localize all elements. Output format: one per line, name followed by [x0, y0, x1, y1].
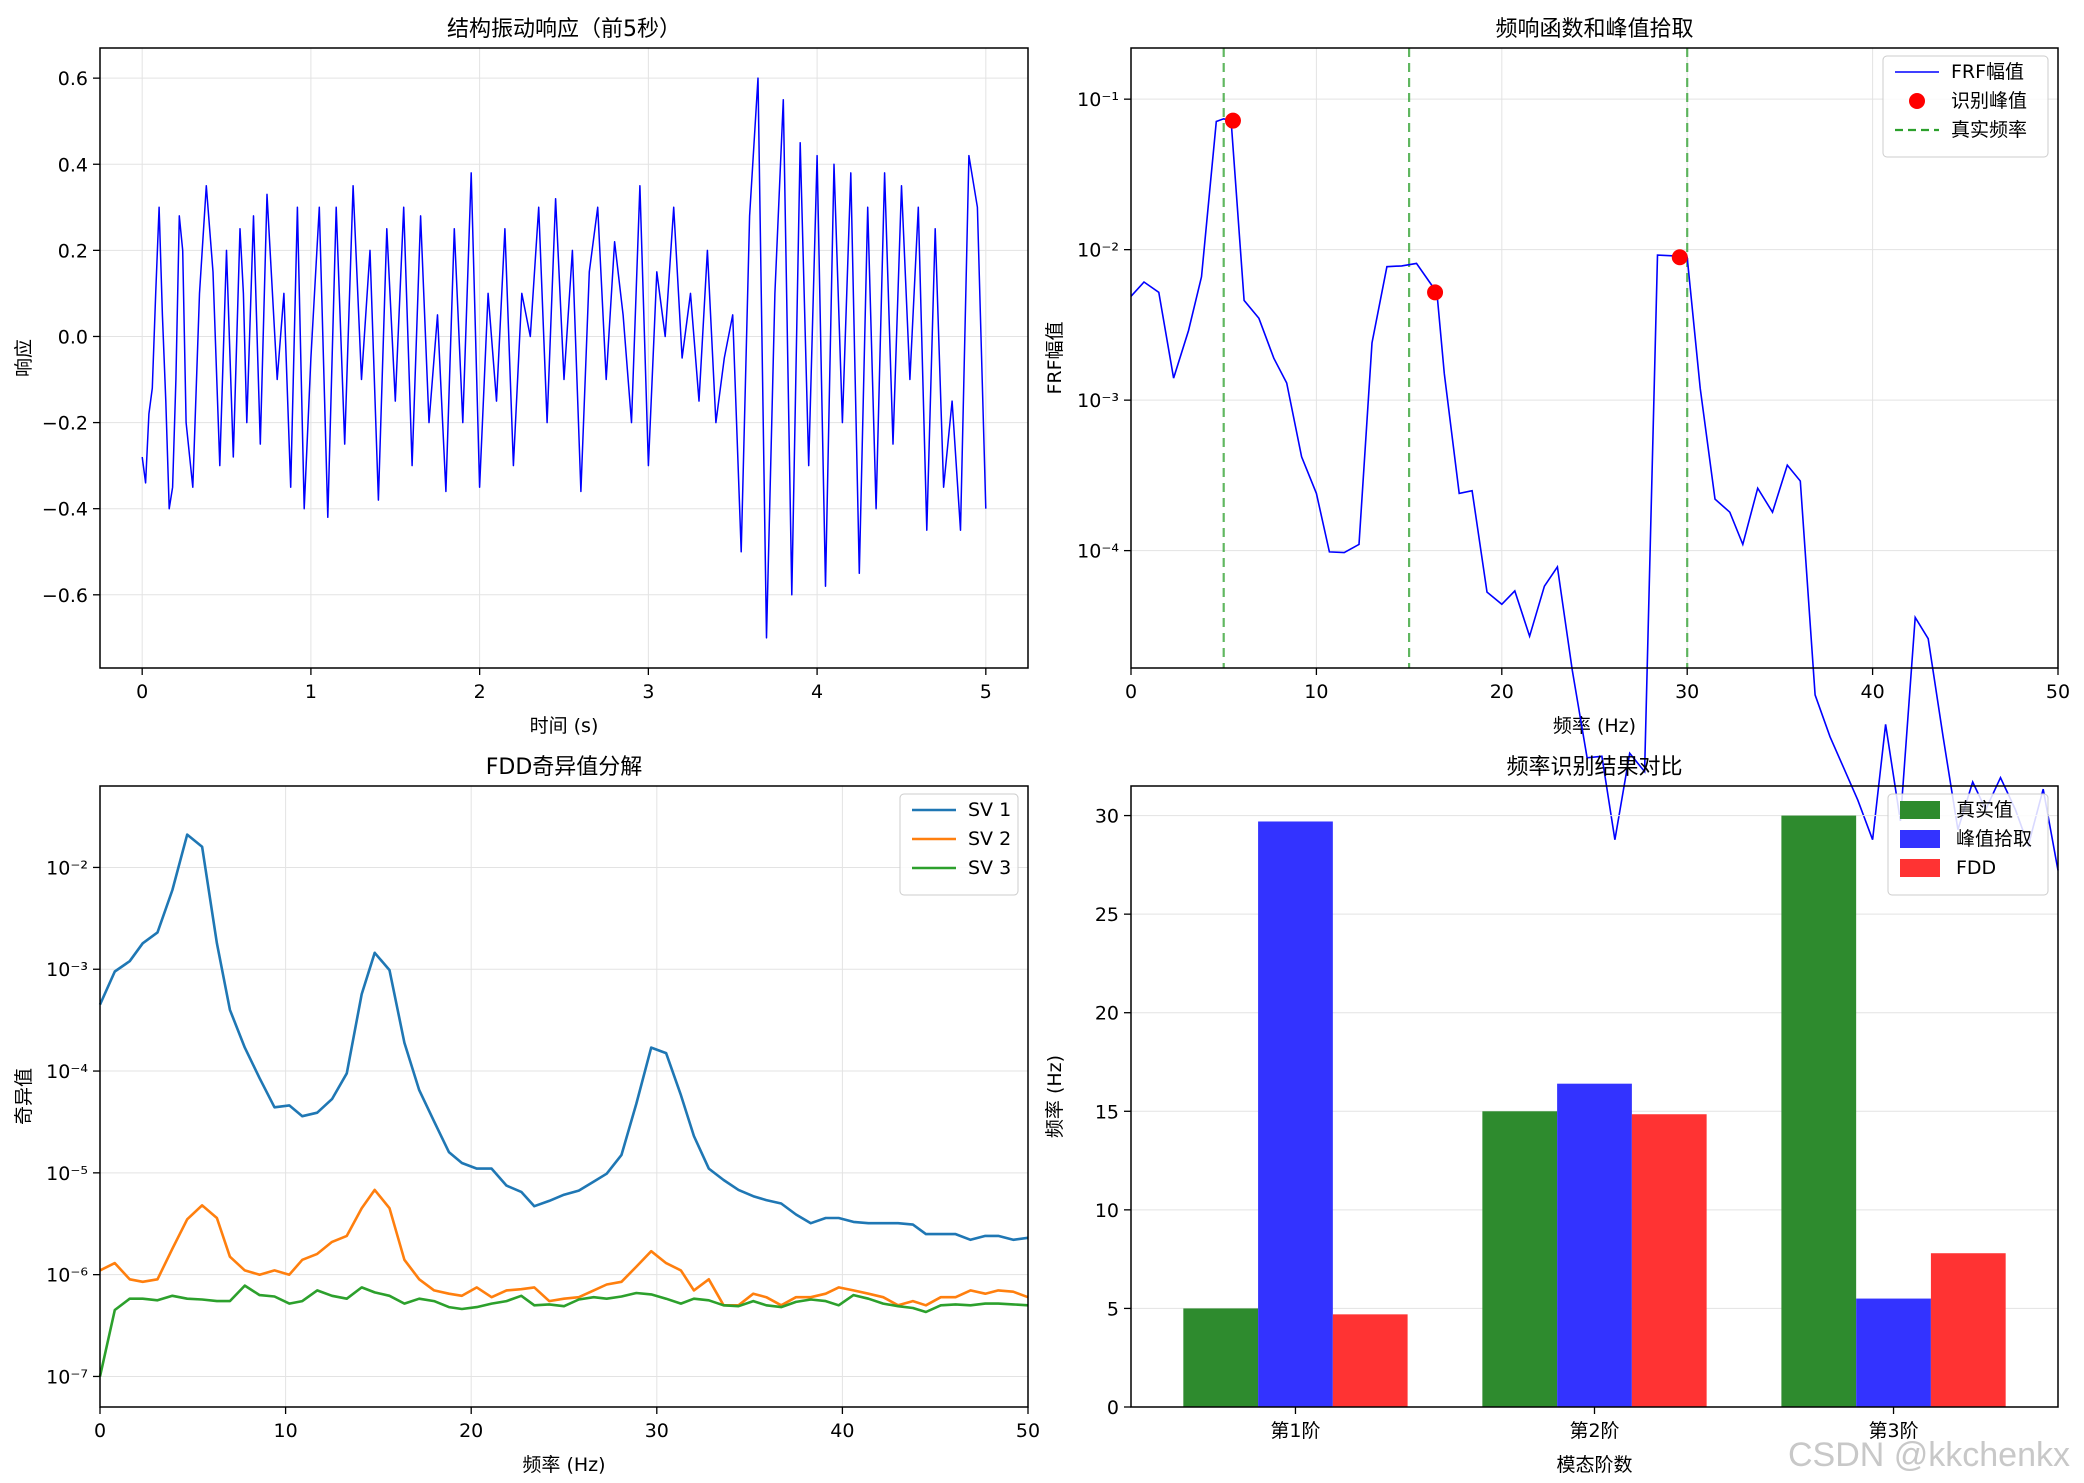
axes-frame [1130, 47, 2059, 669]
x-tick-label: 第2阶 [1569, 1420, 1619, 1442]
x-tick-label: 20 [1490, 681, 1514, 703]
y-tick-label: 10⁻³ [46, 959, 88, 981]
x-tick-label: 40 [830, 1420, 854, 1442]
x-tick-label: 10 [1304, 681, 1328, 703]
x-tick-label: 3 [642, 681, 654, 703]
x-tick-label: 1 [305, 681, 317, 703]
legend-label: SV 3 [968, 857, 1011, 879]
x-tick-label: 0 [136, 681, 148, 703]
watermark: CSDN @kkchenkx [1787, 1436, 2070, 1474]
legend-label: SV 2 [968, 828, 1011, 850]
sv-line-2 [99, 1188, 1029, 1307]
y-tick-label: 10⁻¹ [1077, 89, 1119, 111]
x-tick-label: 30 [1675, 681, 1699, 703]
y-tick-label: 10⁻⁴ [46, 1061, 88, 1083]
y-tick-label: 10⁻⁵ [46, 1163, 88, 1185]
legend-label: FDD [1956, 857, 1996, 879]
x-tick-label: 第3阶 [1868, 1420, 1918, 1442]
y-tick-label: 25 [1095, 904, 1119, 926]
x-tick-label: 0 [1125, 681, 1137, 703]
y-tick-label: 0.6 [58, 68, 88, 90]
y-tick-label: 20 [1095, 1003, 1119, 1025]
legend-swatch [1909, 93, 1925, 109]
response-line [141, 77, 987, 639]
y-tick-label: 15 [1095, 1101, 1119, 1123]
x-tick-label: 第1阶 [1270, 1420, 1320, 1442]
peak-marker [1671, 249, 1688, 266]
y-axis-label: FRF幅值 [1044, 321, 1066, 394]
y-tick-label: −0.6 [42, 585, 88, 607]
y-tick-label: 5 [1107, 1298, 1119, 1320]
y-tick-label: 0.0 [58, 326, 88, 348]
bar-3-1 [1332, 1314, 1408, 1407]
bar-3-3 [1930, 1253, 2006, 1407]
legend-swatch [1900, 859, 1940, 877]
peak-marker [1427, 284, 1444, 301]
y-axis-label: 响应 [13, 339, 35, 377]
chart-title: 频响函数和峰值拾取 [1495, 17, 1693, 42]
x-tick-label: 50 [2046, 681, 2070, 703]
y-tick-label: −0.4 [42, 499, 88, 521]
x-tick-label: 20 [459, 1420, 483, 1442]
y-tick-label: 10⁻⁷ [46, 1366, 88, 1388]
chart-title: 结构振动响应（前5秒） [447, 17, 681, 42]
x-axis-label: 模态阶数 [1556, 1454, 1632, 1476]
y-tick-label: 0.4 [58, 154, 88, 176]
legend-box [1882, 55, 2049, 158]
bar-2-3 [1856, 1298, 1931, 1407]
legend-label: 真实频率 [1951, 119, 2027, 141]
y-axis-label: 频率 (Hz) [1044, 1055, 1066, 1138]
axes-frame [1130, 785, 2059, 1408]
legend-label: FRF幅值 [1951, 61, 2024, 83]
x-tick-label: 5 [980, 681, 992, 703]
x-tick-label: 0 [94, 1420, 106, 1442]
y-tick-label: 10⁻² [46, 857, 88, 879]
y-tick-label: −0.2 [42, 413, 88, 435]
bar-1-2 [1482, 1111, 1558, 1407]
sv-line-3 [98, 1284, 1029, 1377]
x-tick-label: 30 [645, 1420, 669, 1442]
y-tick-label: 10⁻⁴ [1077, 541, 1119, 563]
bar-3-2 [1631, 1114, 1707, 1407]
y-tick-label: 10⁻⁶ [46, 1265, 88, 1287]
legend-label: SV 1 [968, 799, 1011, 821]
legend-swatch [1900, 801, 1940, 819]
x-axis-label: 频率 (Hz) [1553, 715, 1636, 737]
y-tick-label: 30 [1095, 806, 1119, 828]
axes-frame [99, 785, 1029, 1408]
bar-1-1 [1183, 1308, 1259, 1407]
response-panel: 结构振动响应（前5秒） 时间 (s) 响应 −0.6 −0.4 −0.2 0.0 0.2 0.4… [13, 17, 1029, 737]
y-tick-label: 10⁻³ [1077, 390, 1119, 412]
x-tick-label: 10 [274, 1420, 298, 1442]
legend-box [899, 793, 1019, 896]
legend-swatch [1900, 830, 1940, 848]
sv-line-1 [98, 833, 1029, 1242]
y-tick-label: 10⁻² [1077, 240, 1119, 262]
y-tick-label: 0 [1107, 1397, 1119, 1419]
chart-title: 频率识别结果对比 [1506, 755, 1682, 780]
axes-frame [99, 47, 1029, 669]
bar-2-2 [1557, 1083, 1632, 1407]
chart-title: FDD奇异值分解 [486, 755, 643, 780]
y-tick-label: 10 [1095, 1200, 1119, 1222]
x-tick-label: 50 [1016, 1420, 1040, 1442]
legend-label: 真实值 [1956, 799, 2013, 821]
peak-marker [1224, 112, 1241, 129]
bar-2-1 [1258, 821, 1333, 1407]
y-axis-label: 奇异值 [13, 1068, 35, 1125]
x-tick-label: 2 [474, 681, 486, 703]
bar-1-3 [1781, 815, 1857, 1407]
x-tick-label: 40 [1861, 681, 1885, 703]
x-tick-label: 4 [811, 681, 823, 703]
legend-label: 峰值拾取 [1956, 828, 2032, 850]
y-tick-label: 0.2 [58, 240, 88, 262]
x-axis-label: 时间 (s) [530, 715, 599, 737]
legend-label: 识别峰值 [1951, 90, 2027, 112]
x-axis-label: 频率 (Hz) [522, 1454, 605, 1476]
